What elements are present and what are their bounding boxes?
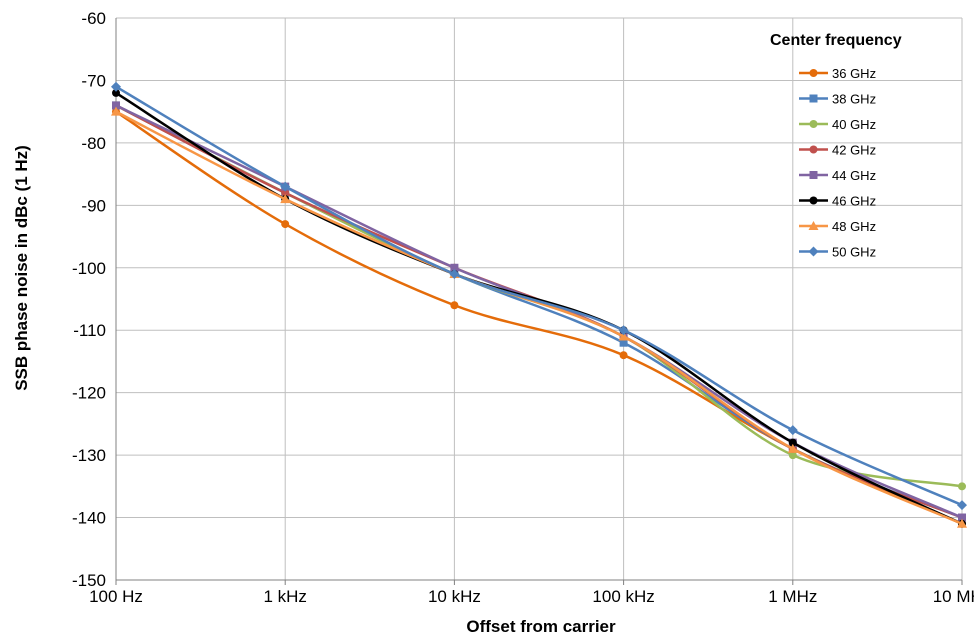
- data-point: [958, 482, 966, 491]
- x-tick-label: 100 Hz: [89, 587, 143, 606]
- legend-entry: 42 GHz: [799, 143, 876, 158]
- legend-swatch-marker: [809, 145, 818, 154]
- data-point: [280, 181, 291, 192]
- legend-label: 36 GHz: [832, 66, 876, 81]
- data-point: [957, 518, 967, 528]
- legend-entry: 46 GHz: [799, 194, 876, 209]
- series-line: [115, 91, 963, 525]
- data-point: [787, 425, 798, 436]
- legend-swatch-marker: [808, 246, 819, 257]
- data-point: [112, 101, 120, 110]
- data-point: [618, 331, 629, 341]
- y-tick-label: -130: [72, 446, 106, 465]
- data-point: [787, 443, 798, 453]
- data-point: [280, 194, 291, 204]
- y-tick-label: -100: [72, 259, 106, 278]
- data-point: [111, 81, 121, 92]
- x-tick-label: 10 MHz: [933, 587, 974, 606]
- legend-label: 44 GHz: [832, 168, 876, 183]
- x-tick-label: 1 kHz: [263, 587, 306, 606]
- data-point: [619, 338, 628, 347]
- x-axis-title: Offset from carrier: [466, 617, 616, 636]
- data-point: [281, 188, 290, 197]
- legend-swatch-marker: [809, 69, 818, 77]
- y-tick-label: -70: [81, 71, 106, 90]
- data-point: [450, 301, 459, 310]
- legend-entry: 44 GHz: [799, 168, 876, 183]
- data-point: [958, 513, 966, 522]
- data-point: [788, 438, 797, 447]
- legend-label: 50 GHz: [832, 245, 876, 260]
- legend-label: 38 GHz: [832, 92, 876, 107]
- data-point: [957, 500, 967, 511]
- legend-entry: 38 GHz: [799, 92, 876, 107]
- y-tick-label: -80: [81, 134, 106, 153]
- legend-entry: 36 GHz: [799, 66, 876, 81]
- legend-label: 42 GHz: [832, 143, 876, 158]
- data-point: [111, 106, 121, 116]
- y-tick-label: -150: [72, 571, 106, 590]
- data-point: [281, 220, 290, 229]
- data-point: [449, 269, 460, 280]
- y-axis-title: SSB phase noise in dBc (1 Hz): [12, 145, 31, 391]
- legend-swatch-marker: [809, 120, 818, 128]
- axis-layer: -60-70-80-90-100-110-120-130-140-150100 …: [72, 9, 974, 606]
- legend-swatch-marker: [809, 196, 818, 205]
- legend: Center frequency 36 GHz 38 GHz 40 GHz 42 GH…: [770, 32, 902, 260]
- legend-entry: 50 GHz: [799, 245, 876, 260]
- legend-swatch-marker: [808, 221, 819, 230]
- legend-entry: 40 GHz: [799, 117, 876, 132]
- y-tick-label: -140: [72, 509, 106, 528]
- data-point: [450, 263, 459, 272]
- series-50-ghz: [111, 81, 967, 511]
- data-point: [618, 325, 629, 336]
- x-tick-label: 10 kHz: [428, 587, 481, 606]
- legend-swatch-marker: [809, 171, 818, 179]
- y-tick-label: -60: [81, 9, 106, 28]
- y-tick-label: -90: [81, 196, 106, 215]
- data-point: [788, 451, 797, 460]
- legend-title: Center frequency: [770, 32, 902, 49]
- legend-label: 46 GHz: [832, 194, 876, 209]
- series-line: [115, 85, 963, 507]
- x-tick-label: 1 MHz: [768, 587, 817, 606]
- series-44-ghz: [112, 101, 966, 522]
- data-point: [112, 88, 120, 97]
- legend-label: 48 GHz: [832, 219, 876, 234]
- legend-entry: 48 GHz: [799, 219, 876, 234]
- legend-label: 40 GHz: [832, 117, 876, 132]
- series-line: [115, 110, 963, 525]
- data-point: [619, 351, 628, 360]
- y-tick-label: -120: [72, 384, 106, 403]
- x-tick-label: 100 kHz: [592, 587, 654, 606]
- legend-swatch-marker: [809, 94, 818, 103]
- y-tick-label: -110: [73, 321, 106, 340]
- series-layer: [111, 81, 967, 528]
